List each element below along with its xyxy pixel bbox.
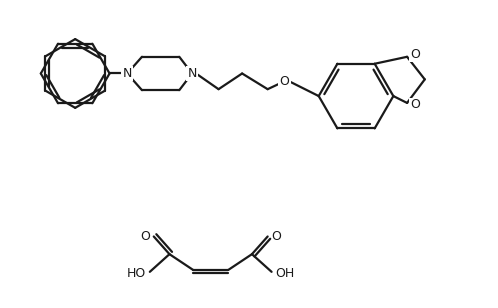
Text: N: N — [123, 67, 132, 80]
Text: O: O — [410, 98, 420, 111]
Text: O: O — [279, 75, 289, 88]
Text: O: O — [271, 230, 281, 243]
Text: O: O — [140, 230, 150, 243]
Text: HO: HO — [126, 267, 146, 280]
Text: O: O — [410, 48, 420, 61]
Text: OH: OH — [275, 267, 295, 280]
Text: N: N — [187, 67, 197, 80]
